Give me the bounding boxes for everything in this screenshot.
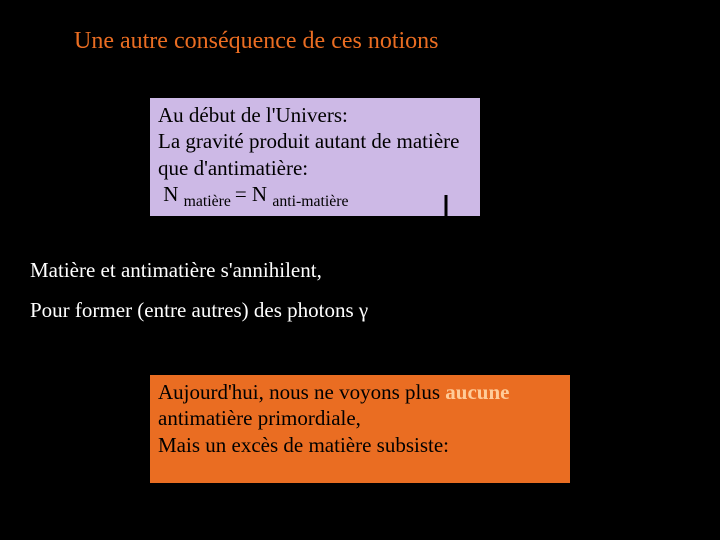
eq-pre: N: [158, 182, 184, 206]
box1-line1: Au début de l'Univers:: [158, 102, 472, 128]
eq-sub1: matière: [184, 193, 235, 210]
box2-line2: Pour former (entre autres) des photons γ: [30, 297, 422, 323]
box2-line1: Matière et antimatière s'annihilent,: [30, 257, 422, 283]
box3-emph-aucune: aucune: [445, 380, 509, 404]
arrow-down-2-icon: [428, 320, 444, 378]
box3-line3: Mais un excès de matière subsiste:: [158, 432, 562, 458]
box3-line1: Aujourd'hui, nous ne voyons plus aucune: [158, 379, 562, 405]
box3-line1-a: Aujourd'hui, nous ne voyons plus: [158, 380, 445, 404]
eq-sub2: anti-matière: [272, 193, 348, 210]
box1-line3: que d'antimatière:: [158, 155, 472, 181]
box-universe-start: Au début de l'Univers: La gravité produi…: [150, 98, 480, 216]
box-today: Aujourd'hui, nous ne voyons plus aucune …: [150, 375, 570, 483]
slide-title: Une autre conséquence de ces notions: [74, 28, 439, 55]
eq-mid: = N: [235, 182, 273, 206]
box1-line2: La gravité produit autant de matière: [158, 128, 472, 154]
box3-line2: antimatière primordiale,: [158, 405, 562, 431]
box1-equation: N matière = N anti-matière: [158, 181, 472, 212]
box-annihilation: Matière et antimatière s'annihilent, Pou…: [22, 253, 430, 329]
